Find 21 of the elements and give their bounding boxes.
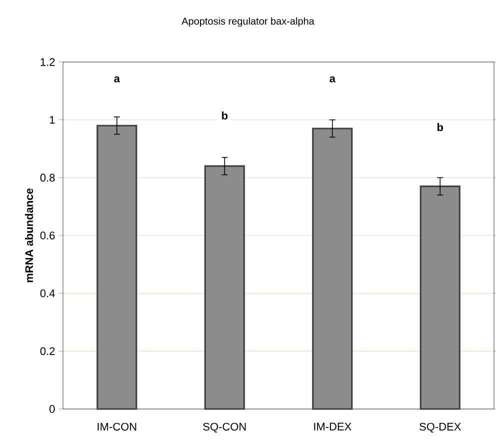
y-tick-label: 0.4 (40, 289, 55, 298)
bar (96, 124, 138, 410)
y-axis-title: mRNA abundance (24, 188, 34, 282)
annotation: a (330, 76, 336, 82)
y-tick-label: 0 (50, 405, 55, 413)
y-tick-label: 0.2 (40, 347, 55, 356)
x-tick-label: IM-CON (98, 422, 136, 431)
annotation: b (437, 123, 444, 132)
x-tick-label: SQ-DEX (420, 422, 461, 433)
chart-title: Apoptosis regulator bax-alpha (182, 17, 314, 27)
x-tick-label: SQ-CON (203, 422, 246, 433)
annotation: b (222, 111, 228, 120)
y-tick-label: 1 (50, 116, 55, 124)
y-tick-label: 1.2 (40, 58, 55, 66)
x-tick-label: IM-DEX (314, 422, 352, 430)
bar (312, 128, 353, 410)
bar (204, 165, 245, 410)
bar (420, 186, 460, 410)
y-tick-label: 0.8 (40, 174, 55, 182)
annotation: a (114, 76, 120, 82)
y-tick-label: 0.6 (40, 232, 55, 240)
